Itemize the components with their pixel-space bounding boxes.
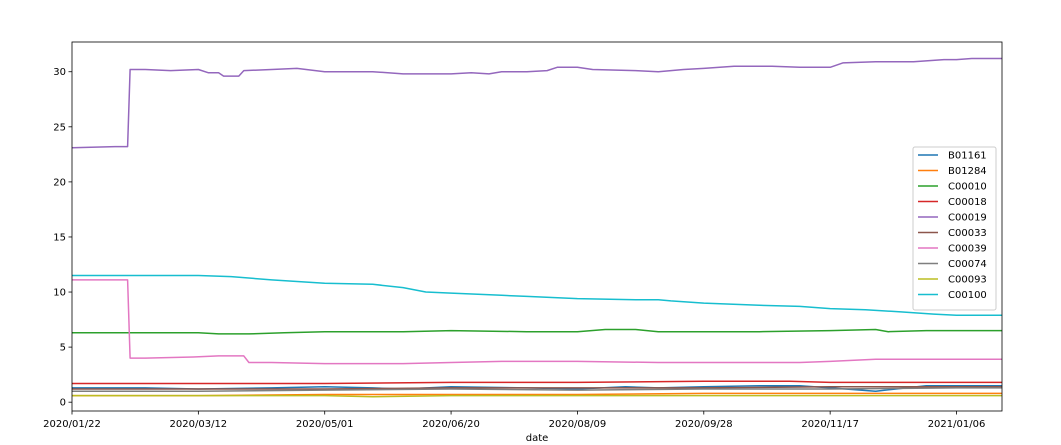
plot-lines [71,57,1002,398]
y-tick-label: 25 [53,122,66,133]
legend: B01161 B01284 C00010 C00018 C00019 C00033 C000… [912,146,997,311]
series-line-c00074 [72,387,1002,392]
x-tick-label: 2020/09/28 [675,419,733,430]
x-tick-label: 2020/11/17 [801,419,859,430]
series-line-c00019 [71,57,1002,149]
y-tick-label: 5 [60,343,66,354]
plot-frame [71,41,1003,412]
series-line-c00010 [72,328,1002,335]
y-axis: 0 5 10 15 20 25 30 [53,67,72,409]
legend-box [912,146,997,311]
series-line-c00039 [72,279,1002,365]
legend-label: C00039 [948,244,987,255]
series-line-c00033 [72,386,1002,390]
x-tick-label: 2020/03/12 [170,419,228,430]
legend-label: C00018 [948,197,987,208]
x-tick-label: 2020/05/01 [296,419,354,430]
legend-label: C00074 [948,259,987,270]
y-tick-label: 0 [60,398,66,409]
series-line-c00018 [72,380,1002,385]
legend-label: C00019 [948,213,987,224]
y-tick-label: 30 [53,67,66,78]
x-tick-label: 2020/08/09 [549,419,607,430]
legend-label: C00100 [948,290,987,301]
x-axis-label: date [526,433,549,444]
x-tick-label: 2021/01/06 [928,419,986,430]
y-tick-label: 10 [53,288,66,299]
x-axis: 2020/01/22 2020/03/12 2020/05/01 2020/06/20… [43,411,985,430]
legend-label: B01284 [948,166,987,177]
x-tick-label: 2020/06/20 [422,419,480,430]
series-line-c00093 [72,394,1002,398]
y-tick-label: 20 [53,177,66,188]
legend-label: C00033 [948,228,987,239]
y-tick-label: 15 [53,232,66,243]
legend-label: C00010 [948,182,987,193]
series-line-c00100 [72,274,1002,316]
legend-label: B01161 [948,151,987,162]
x-tick-label: 2020/01/22 [43,419,101,430]
legend-label: C00093 [948,275,987,286]
